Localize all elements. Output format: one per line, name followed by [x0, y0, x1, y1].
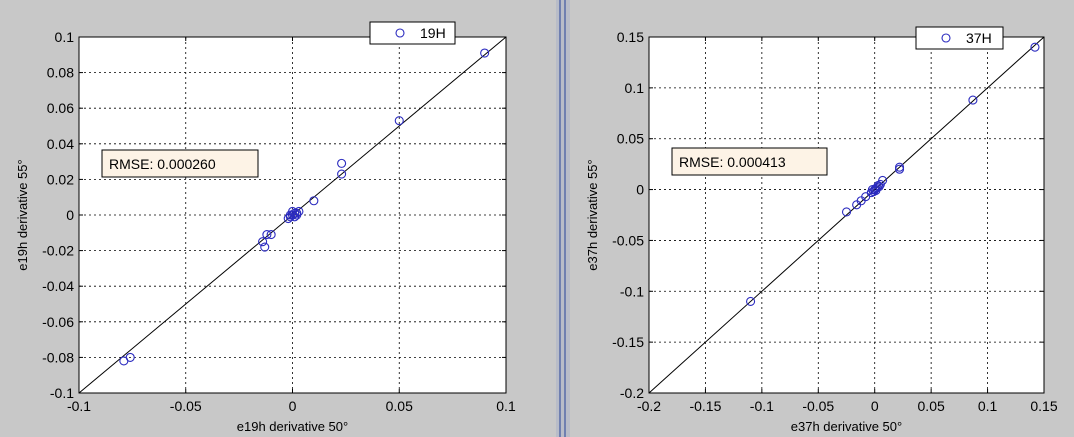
legend-box — [915, 26, 1004, 50]
data-point — [894, 164, 905, 174]
x-tick-label: -0.1 — [750, 398, 774, 414]
data-point — [871, 186, 881, 196]
legend-box — [369, 21, 456, 45]
data-point — [480, 48, 490, 58]
x-tick-label: 0.1 — [496, 398, 516, 414]
legend-marker — [395, 28, 405, 38]
y-tick-label: 0.08 — [47, 65, 74, 81]
y-tick-label: 0.05 — [617, 131, 644, 147]
y-tick-label: -0.1 — [50, 385, 74, 401]
legend-marker — [941, 33, 951, 43]
x-tick-label: -0.05 — [802, 398, 834, 414]
y-tick-label: -0.04 — [42, 278, 74, 294]
x-tick-label: -0.2 — [637, 398, 661, 414]
y-tick-label: 0.06 — [47, 100, 74, 116]
x-tick-label: -0.15 — [689, 398, 721, 414]
y-tick-label: 0.15 — [617, 29, 644, 45]
data-point — [260, 242, 270, 252]
data-point — [841, 207, 852, 217]
y-tick-label: 0 — [636, 182, 644, 198]
y-tick-label: -0.2 — [620, 385, 644, 401]
x-axis-label: e37h derivative 50° — [791, 419, 902, 434]
x-tick-label: 0.05 — [918, 398, 945, 414]
data-point — [309, 196, 319, 206]
legend-label: 19H — [420, 25, 446, 41]
axes-frame — [648, 36, 1045, 394]
x-tick-label: 0.05 — [386, 398, 413, 414]
data-point — [258, 237, 268, 247]
data-point — [394, 116, 404, 126]
y-axis-label: e37h derivative 55° — [585, 159, 600, 270]
y-tick-label: 0.02 — [47, 171, 74, 187]
x-tick-label: 0.1 — [978, 398, 998, 414]
left-figure-window: -0.1 -0.05 0 0.05 0.1 -0.1 -0.08 -0.06 -0.04 -0.0… — [15, 21, 516, 434]
data-point — [337, 158, 347, 168]
y-tick-label: 0.04 — [47, 136, 74, 152]
y-tick-label: -0.05 — [612, 232, 644, 248]
y-tick-label: -0.1 — [620, 283, 644, 299]
data-point — [285, 210, 295, 220]
scatter-chart-37h: -0.2 -0.15 -0.1 -0.05 0 0.05 0.1 0.15 -0.2 -0.15 -… — [585, 26, 1058, 434]
y-tick-label: -0.02 — [42, 243, 74, 259]
y-tick-label: -0.08 — [42, 349, 74, 365]
x-tick-label: 0 — [871, 398, 879, 414]
data-point — [292, 210, 302, 220]
data-point — [875, 179, 885, 190]
data-point — [266, 230, 276, 240]
data-point — [262, 230, 272, 240]
x-tick-label: -0.05 — [170, 398, 202, 414]
data-point — [119, 356, 129, 366]
identity-line — [648, 36, 1045, 394]
y-tick-label: 0 — [66, 207, 74, 223]
window-splitter[interactable] — [556, 0, 570, 437]
data-point — [1030, 42, 1040, 52]
rmse-label: RMSE: 0.000260 — [109, 156, 216, 172]
y-axis-label: e19h derivative 55° — [15, 159, 30, 270]
x-tick-label: 0.15 — [1030, 398, 1057, 414]
rmse-label: RMSE: 0.000413 — [679, 154, 786, 170]
x-tick-label: -0.1 — [67, 398, 91, 414]
data-point — [746, 296, 756, 307]
right-figure-window: -0.2 -0.15 -0.1 -0.05 0 0.05 0.1 0.15 -0.2 -0.15 -… — [570, 0, 1074, 437]
data-point — [968, 95, 978, 105]
scatter-chart-19h: -0.1 -0.05 0 0.05 0.1 -0.1 -0.08 -0.06 -0.04 -0.0… — [15, 21, 516, 434]
y-tick-label: -0.15 — [612, 334, 644, 350]
data-point — [337, 169, 347, 179]
y-tick-label: -0.06 — [42, 314, 74, 330]
rmse-box — [101, 149, 259, 178]
legend-label: 37H — [966, 30, 992, 46]
x-axis-label: e19h derivative 50° — [237, 419, 348, 434]
rmse-box — [671, 147, 828, 176]
x-tick-label: 0 — [289, 398, 297, 414]
y-tick-label: 0.1 — [55, 29, 75, 45]
y-tick-label: 0.1 — [625, 80, 645, 96]
